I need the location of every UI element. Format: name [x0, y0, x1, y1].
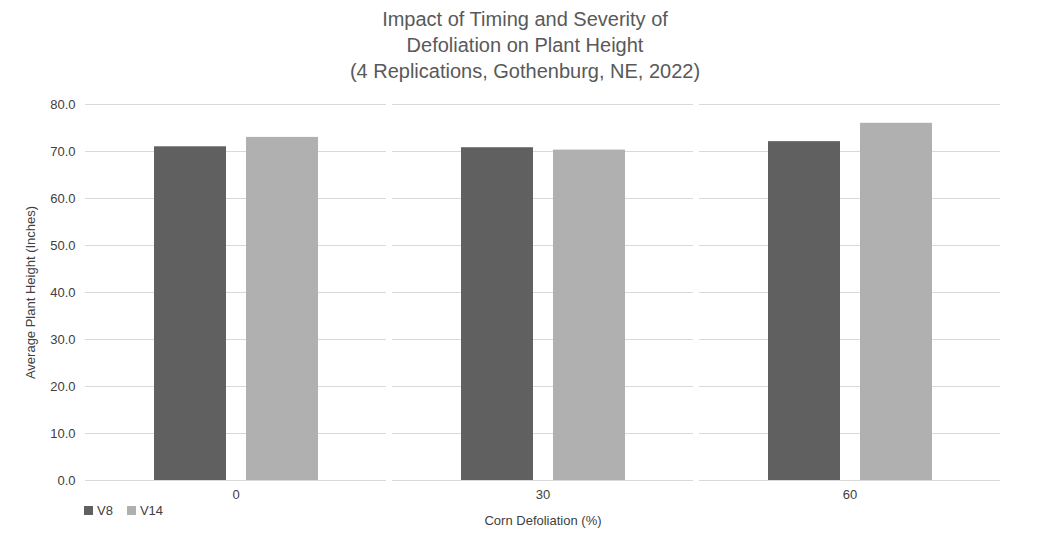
html-text:(4 Replications, Gothenburg, N: (4 Replications, Gothenburg, NE, 2022): [349, 60, 701, 82]
svg-text:Average Plant Height (Inches): Average Plant Height (Inches): [23, 206, 38, 379]
svg-text:60: 60: [843, 487, 857, 502]
svg-text:Corn Defoliation (%): Corn Defoliation (%): [484, 513, 601, 528]
svg-text:60.0: 60.0: [50, 191, 75, 206]
svg-text:0: 0: [232, 487, 239, 502]
svg-text:20.0: 20.0: [50, 379, 75, 394]
svg-text:30.0: 30.0: [50, 332, 75, 347]
svg-text:40.0: 40.0: [50, 285, 75, 300]
html-text:Impact of Timing and Severity: Impact of Timing and Severity of Defolia…: [382, 8, 668, 56]
svg-text:70.0: 70.0: [50, 144, 75, 159]
html-text:V14: V14: [139, 503, 163, 518]
svg-text:10.0: 10.0: [50, 426, 75, 441]
html-text:V8: V8: [97, 503, 113, 518]
svg-text:50.0: 50.0: [50, 238, 75, 253]
svg-text:0.0: 0.0: [57, 473, 75, 488]
svg-text:30: 30: [536, 487, 550, 502]
svg-text:80.0: 80.0: [50, 97, 75, 112]
